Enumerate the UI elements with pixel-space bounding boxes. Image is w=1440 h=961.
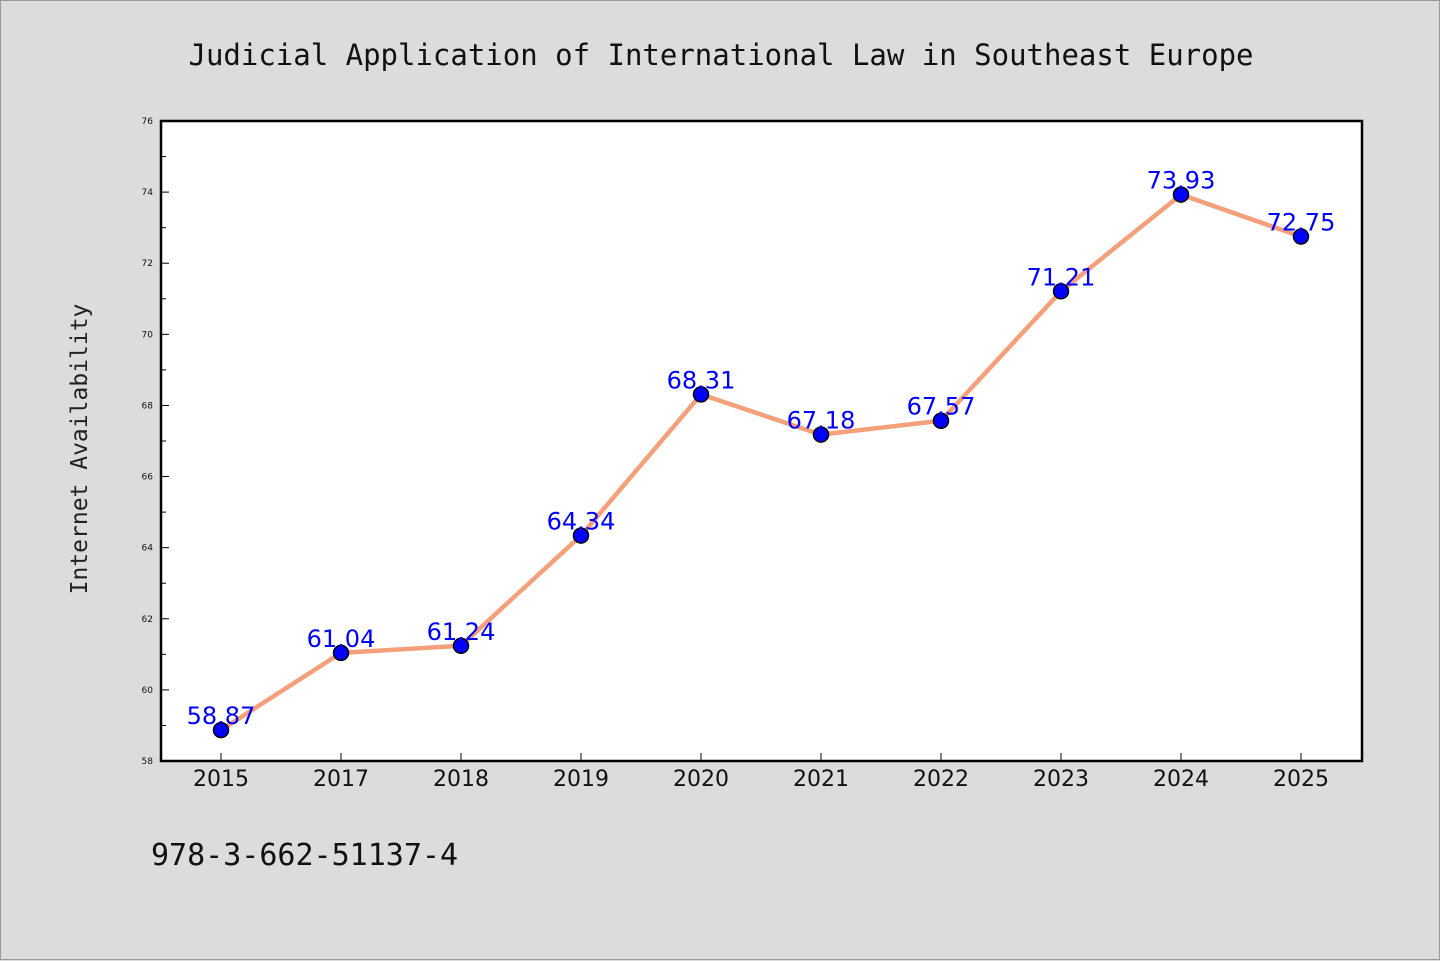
y-tick-label: 72 xyxy=(142,259,153,269)
chart-title: Judicial Application of International La… xyxy=(188,38,1253,72)
marker-layer xyxy=(212,186,1310,739)
x-tick-label: 2024 xyxy=(1153,767,1209,792)
y-tick-label: 64 xyxy=(142,544,154,554)
y-tick-label: 60 xyxy=(142,686,154,696)
x-tick-label: 2020 xyxy=(673,767,729,792)
series-layer xyxy=(218,192,1304,733)
data-point xyxy=(572,527,590,544)
x-tick-label: 2021 xyxy=(793,767,849,792)
y-axis-label: Internet Availability xyxy=(67,304,93,595)
data-label-layer: 58.87 61.04 61.24 64.34 68.31 67.18 67.57 71.21… xyxy=(187,167,1336,730)
data-label: 61.04 xyxy=(307,625,376,653)
data-point xyxy=(692,386,710,403)
x-tick-label: 2017 xyxy=(313,767,369,792)
x-tick-label: 2023 xyxy=(1033,767,1089,792)
data-point xyxy=(1292,228,1310,245)
x-axis: 2015 2017 2018 2019 2020 2021 2022 2023 2024 2025 xyxy=(193,753,1329,792)
footer-isbn: 978-3-662-51137-4 xyxy=(151,838,458,873)
data-point xyxy=(1172,186,1190,203)
y-tick-label: 76 xyxy=(142,117,154,127)
plot-frame xyxy=(159,119,1364,763)
data-point xyxy=(332,644,350,662)
plot-area xyxy=(161,121,1362,761)
y-tick-label: 74 xyxy=(142,188,154,198)
data-label: 68.31 xyxy=(667,366,736,394)
x-tick-label: 2018 xyxy=(433,767,489,792)
x-tick-label: 2019 xyxy=(553,767,609,792)
y-tick-label: 62 xyxy=(142,615,153,625)
data-label: 73.93 xyxy=(1147,167,1216,195)
data-label: 71.21 xyxy=(1027,263,1096,291)
data-label: 58.87 xyxy=(187,702,256,730)
data-point xyxy=(212,721,230,739)
data-label: 61.24 xyxy=(427,618,496,646)
y-tick-label: 66 xyxy=(142,473,154,483)
y-axis: 58 60 62 64 66 68 70 72 74 76 xyxy=(142,117,169,767)
data-label: 72.75 xyxy=(1267,209,1336,237)
y-tick-label: 58 xyxy=(142,757,154,767)
data-point xyxy=(1052,283,1070,300)
data-label: 67.18 xyxy=(787,407,856,435)
series-line xyxy=(218,192,1304,733)
data-point xyxy=(932,412,950,429)
x-tick-label: 2022 xyxy=(913,767,969,792)
x-tick-label: 2015 xyxy=(193,767,249,792)
data-label: 64.34 xyxy=(547,508,616,536)
y-tick-label: 68 xyxy=(142,401,154,411)
data-point xyxy=(812,426,830,443)
x-tick-label: 2025 xyxy=(1273,767,1329,792)
data-point xyxy=(452,637,470,655)
y-tick-label: 70 xyxy=(142,330,154,340)
data-label: 67.57 xyxy=(907,393,976,421)
